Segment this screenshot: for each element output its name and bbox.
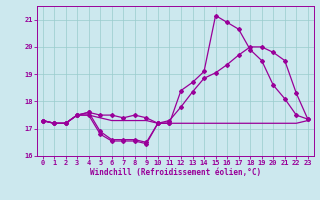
X-axis label: Windchill (Refroidissement éolien,°C): Windchill (Refroidissement éolien,°C) bbox=[90, 168, 261, 177]
